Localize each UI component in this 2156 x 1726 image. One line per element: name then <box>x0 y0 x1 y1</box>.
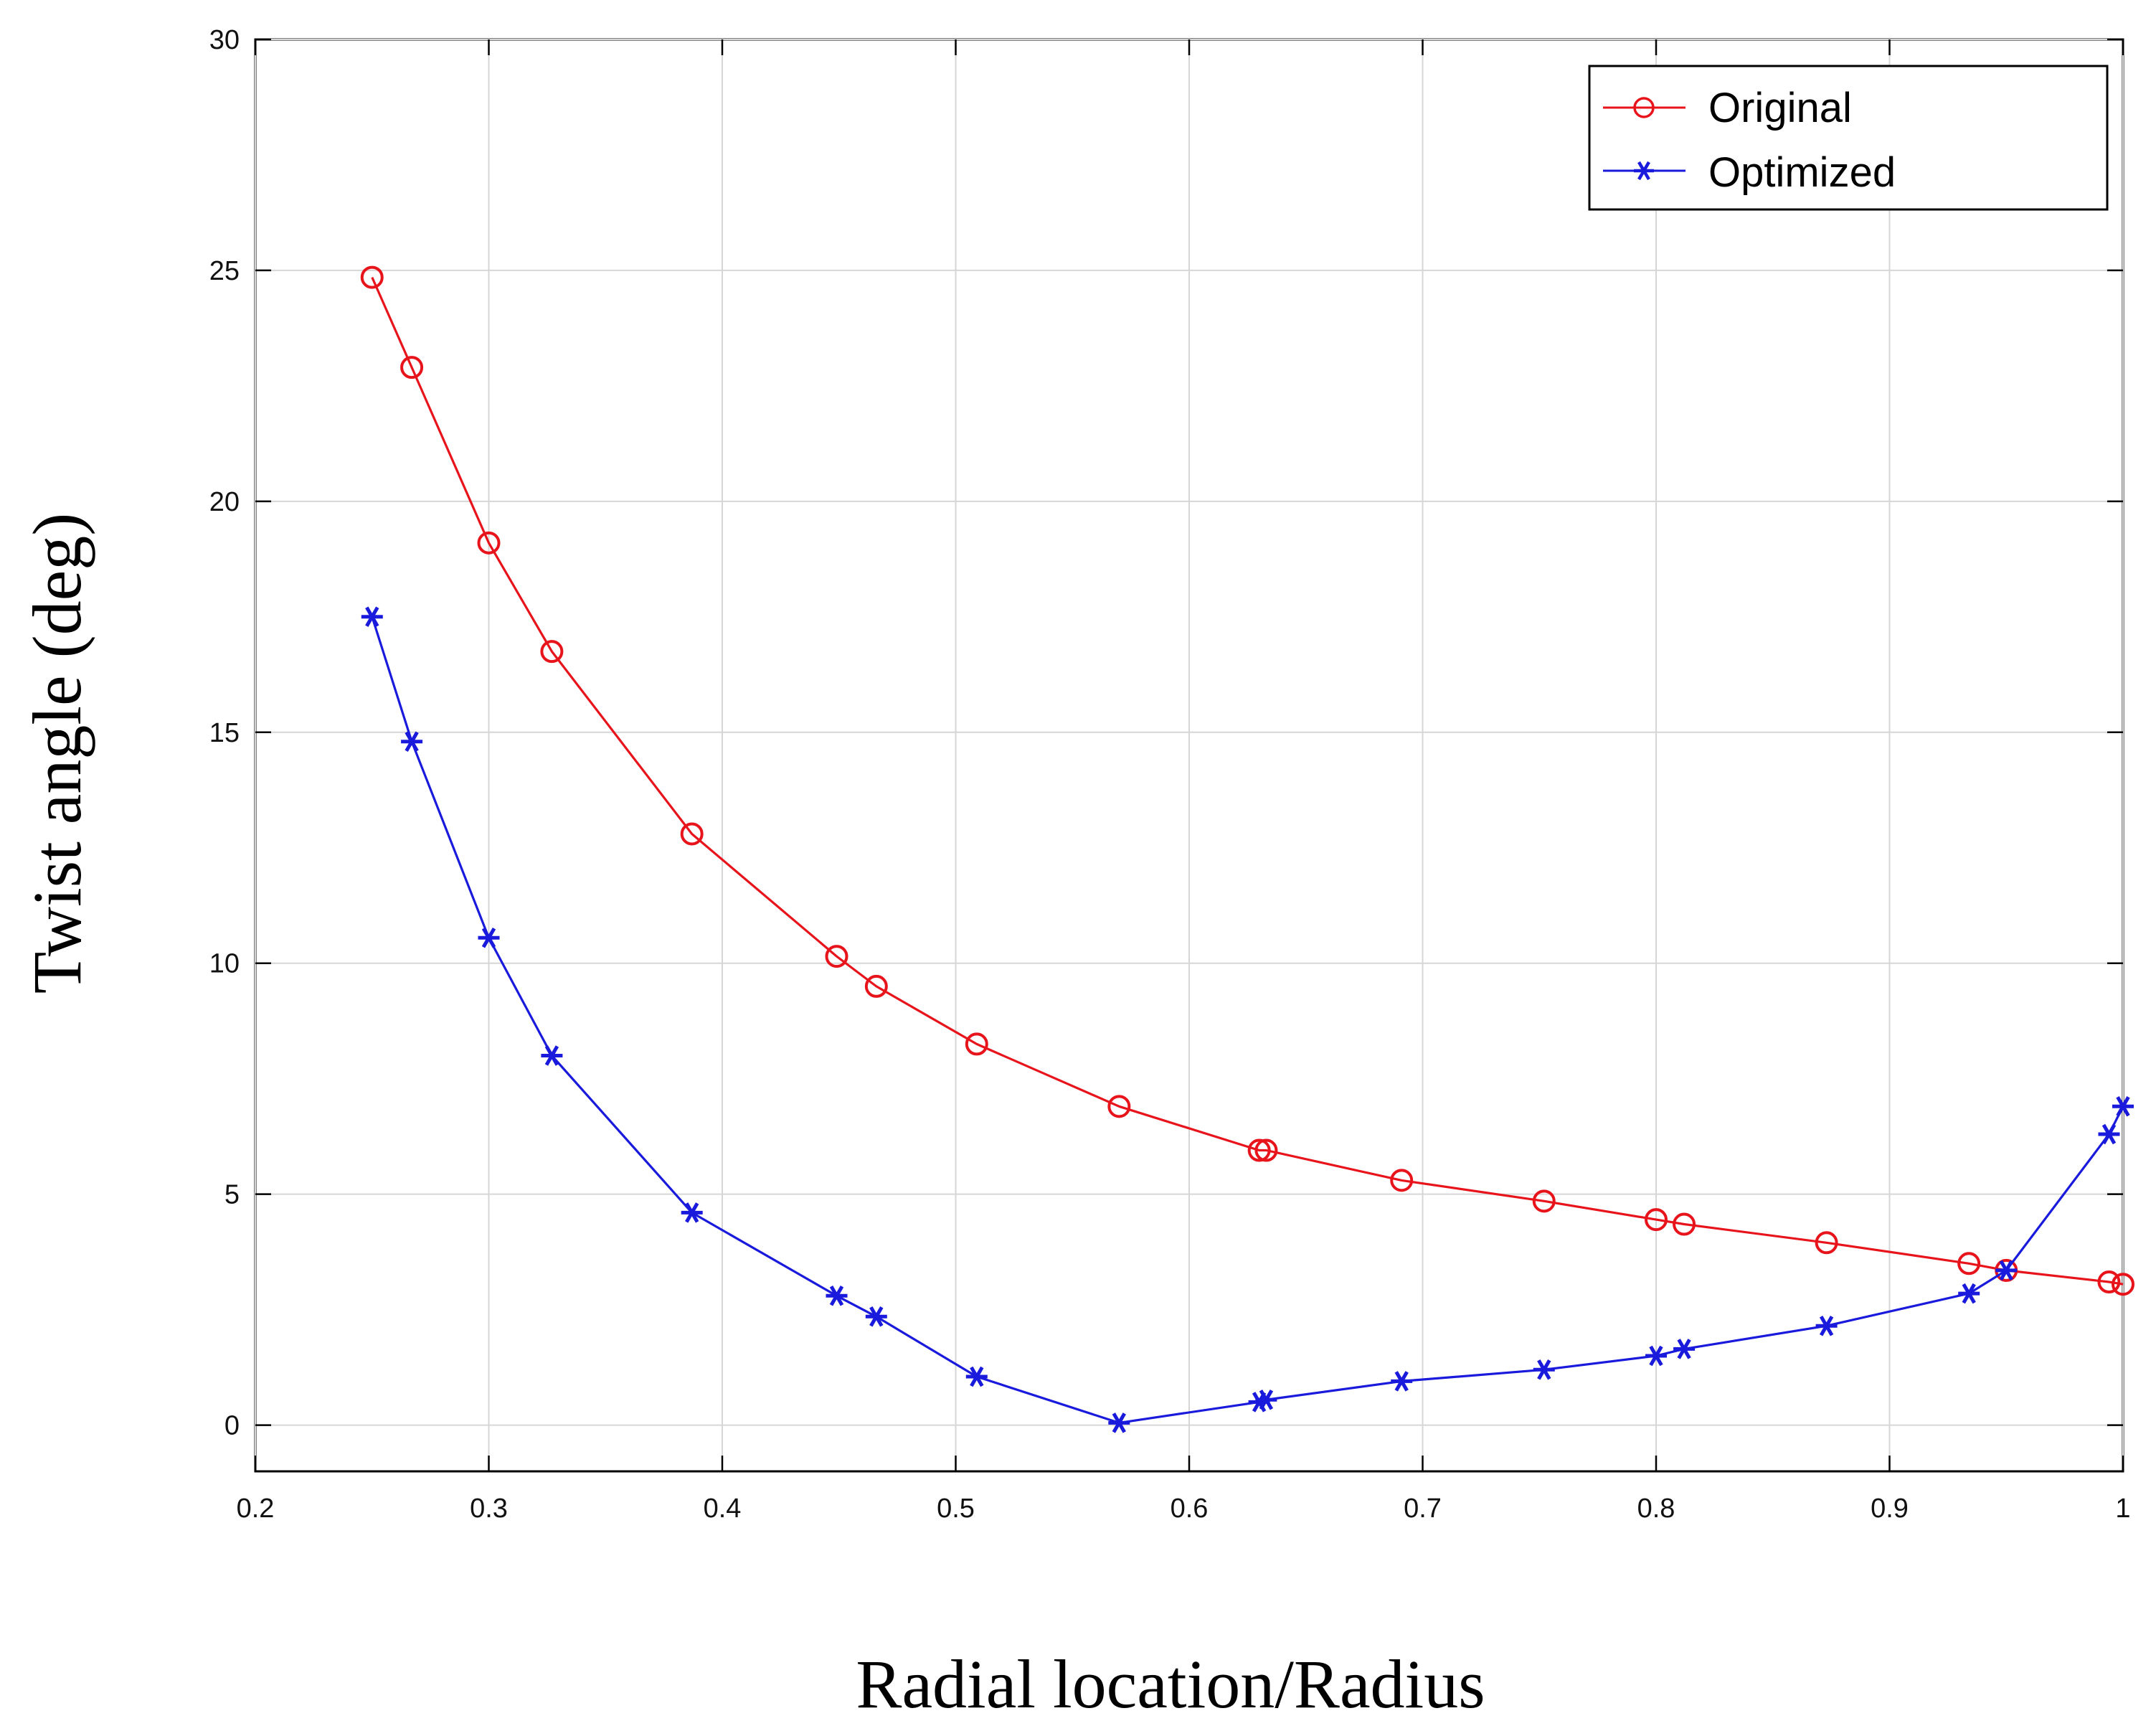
legend-marker-optimized <box>1634 161 1654 181</box>
series-optimized <box>361 606 2134 1433</box>
data-point-original <box>1390 1169 1414 1192</box>
series-line-original <box>371 276 2124 1286</box>
data-point-optimized <box>1958 1283 1980 1304</box>
data-point-optimized <box>1673 1339 1696 1359</box>
series-layer <box>360 265 2134 1433</box>
data-point-optimized <box>401 731 423 752</box>
data-point-original <box>1247 1138 1271 1162</box>
data-point-original <box>1107 1095 1131 1118</box>
data-point-original <box>2097 1270 2121 1294</box>
data-point-optimized <box>1255 1389 1277 1410</box>
legend: Original Optimized <box>1588 65 2109 211</box>
data-point-original <box>1645 1208 1668 1232</box>
y-tick-label: 20 <box>209 487 240 517</box>
y-tick-label: 5 <box>224 1180 240 1210</box>
data-point-original <box>864 974 888 998</box>
data-point-optimized <box>681 1202 703 1223</box>
data-point-optimized <box>1995 1260 2018 1281</box>
legend-label-optimized: Optimized <box>1708 149 1896 196</box>
data-point-optimized <box>965 1366 988 1387</box>
data-point-optimized <box>2098 1123 2120 1145</box>
data-point-original <box>965 1032 988 1056</box>
x-tick-label: 1 <box>2115 1494 2130 1524</box>
data-point-optimized <box>1645 1345 1667 1367</box>
data-point-original <box>825 945 848 968</box>
data-point-original <box>360 265 384 289</box>
data-point-optimized <box>1391 1371 1413 1392</box>
y-tick-label: 0 <box>224 1411 240 1441</box>
grid-lines <box>255 39 2124 1471</box>
x-tick-label: 0.2 <box>237 1494 275 1524</box>
x-axis-ticks: 0.2 0.3 0.4 0.5 0.6 0.7 0.8 0.9 1 <box>237 39 2131 1524</box>
data-point-original <box>1957 1252 1981 1275</box>
data-point-original <box>2112 1273 2134 1296</box>
data-point-original <box>680 822 704 846</box>
y-tick-label: 15 <box>209 718 240 748</box>
x-tick-label: 0.9 <box>1871 1494 1909 1524</box>
data-point-optimized <box>541 1045 563 1066</box>
data-point-optimized <box>1108 1413 1130 1433</box>
data-point-optimized <box>478 928 500 948</box>
data-point-optimized <box>865 1306 887 1327</box>
x-tick-label: 0.8 <box>1637 1494 1675 1524</box>
x-tick-label: 0.3 <box>470 1494 508 1524</box>
x-tick-label: 0.7 <box>1404 1494 1442 1524</box>
data-point-optimized <box>1815 1315 1838 1336</box>
legend-box <box>1588 65 2109 211</box>
data-point-original <box>540 640 564 664</box>
data-point-original <box>400 356 424 379</box>
data-point-original <box>1254 1138 1278 1162</box>
data-point-optimized <box>1533 1359 1555 1380</box>
x-axis-title: Radial location/Radius <box>856 1646 1485 1722</box>
data-point-original <box>1532 1189 1556 1213</box>
y-tick-label: 25 <box>209 256 240 286</box>
series-original <box>360 265 2134 1296</box>
data-point-original <box>477 531 501 555</box>
data-point-optimized <box>361 606 383 628</box>
x-tick-label: 0.5 <box>937 1494 975 1524</box>
x-tick-label: 0.6 <box>1171 1494 1209 1524</box>
legend-label-original: Original <box>1708 85 1852 131</box>
data-point-optimized <box>2112 1096 2134 1117</box>
y-tick-label: 10 <box>209 949 240 979</box>
data-point-optimized <box>826 1286 848 1306</box>
y-axis-ticks: 0 5 10 15 20 25 30 <box>209 25 2123 1441</box>
legend-marker-original <box>1633 97 1655 118</box>
data-point-original <box>1815 1231 1838 1255</box>
y-tick-label: 30 <box>209 25 240 55</box>
data-point-original <box>1673 1212 1696 1236</box>
y-axis-title: Twist angle (deg) <box>19 513 95 994</box>
x-tick-label: 0.4 <box>704 1494 742 1524</box>
